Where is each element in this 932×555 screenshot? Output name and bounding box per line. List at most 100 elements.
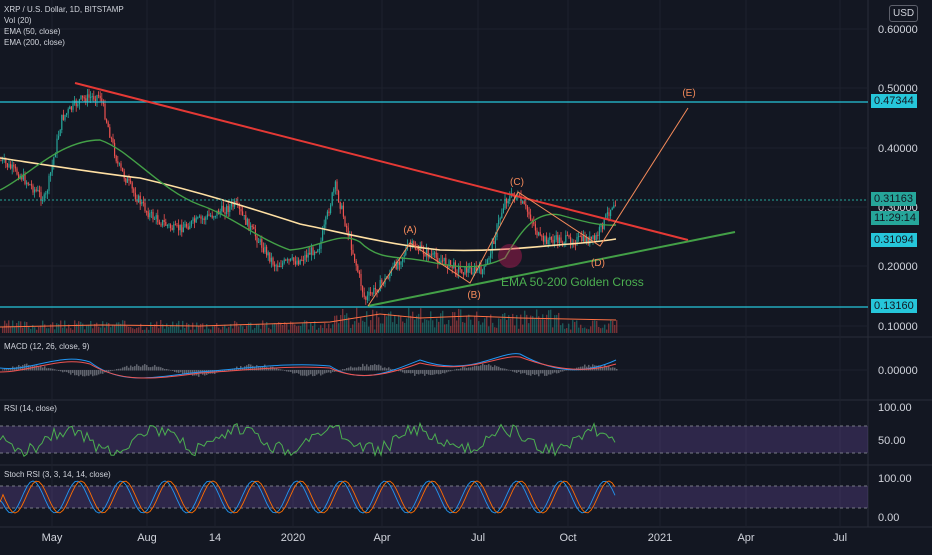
volume-bar xyxy=(106,322,108,333)
candle xyxy=(352,249,354,254)
macd-bar xyxy=(584,364,586,371)
candle xyxy=(149,213,151,218)
macd-bar xyxy=(164,368,166,371)
candle xyxy=(318,248,320,250)
volume-bar xyxy=(468,314,470,333)
macd-bar xyxy=(438,370,440,375)
volume-bar xyxy=(308,329,310,333)
candle xyxy=(582,235,584,242)
volume-bar xyxy=(238,326,240,333)
candle xyxy=(211,215,213,218)
candle xyxy=(197,217,199,219)
candle xyxy=(176,224,178,226)
volume-bar xyxy=(156,321,158,333)
macd-bar xyxy=(252,365,254,371)
volume-bar xyxy=(596,320,598,333)
macd-bar xyxy=(496,366,498,371)
volume-bar xyxy=(302,323,304,333)
candle xyxy=(46,190,48,194)
volume-bar xyxy=(276,323,278,333)
macd-bar xyxy=(54,369,56,371)
candle xyxy=(442,260,444,262)
volume-bar xyxy=(584,327,586,333)
volume-bar xyxy=(138,327,140,333)
macd-bar xyxy=(288,370,290,372)
countdown-tag: 11:29:14 xyxy=(871,211,920,225)
candle xyxy=(600,223,602,228)
volume-bar xyxy=(526,314,528,333)
candle xyxy=(256,236,258,243)
candle xyxy=(461,269,463,274)
volume-bar xyxy=(300,325,302,333)
volume-bar xyxy=(542,314,544,333)
candle xyxy=(525,204,527,207)
volume-bar xyxy=(488,326,490,333)
volume-bar xyxy=(330,328,332,333)
candle xyxy=(547,239,549,245)
volume-bar xyxy=(148,329,150,333)
candle xyxy=(514,195,516,199)
macd-bar xyxy=(102,370,104,374)
volume-bar xyxy=(140,323,142,333)
macd-bar xyxy=(436,370,438,374)
currency-button[interactable]: USD xyxy=(889,5,919,22)
volume-bar xyxy=(456,320,458,333)
volume-bar xyxy=(362,320,364,333)
macd-bar xyxy=(124,366,126,371)
candle xyxy=(558,237,560,243)
volume-bar xyxy=(124,320,126,333)
candle xyxy=(86,94,88,103)
candle xyxy=(302,260,304,262)
macd-bar xyxy=(158,366,160,371)
macd-bar xyxy=(518,370,520,373)
volume-bar xyxy=(224,324,226,333)
macd-bar xyxy=(524,370,526,374)
volume-bar xyxy=(522,324,524,333)
volume-bar xyxy=(150,322,152,333)
volume-bar xyxy=(372,309,374,333)
candle xyxy=(267,252,269,256)
candle xyxy=(270,257,272,262)
volume-bar xyxy=(78,321,80,333)
candle xyxy=(478,265,480,269)
volume-bar xyxy=(490,314,492,333)
candle xyxy=(378,291,380,293)
candle xyxy=(222,205,224,212)
volume-bar xyxy=(310,322,312,333)
candle xyxy=(507,201,509,204)
macd-bar xyxy=(328,370,330,373)
candle xyxy=(64,114,66,120)
volume-bar xyxy=(40,325,42,333)
volume-bar xyxy=(144,329,146,333)
volume-bar xyxy=(316,329,318,333)
macd-bar xyxy=(42,367,44,371)
volume-bar xyxy=(350,327,352,333)
candle xyxy=(117,161,119,164)
macd-bar xyxy=(268,367,270,371)
volume-bar xyxy=(550,309,552,333)
volume-bar xyxy=(278,322,280,333)
candle xyxy=(67,109,69,114)
macd-bar xyxy=(428,370,430,375)
candle xyxy=(562,242,564,244)
macd-bar xyxy=(162,368,164,371)
candle xyxy=(203,218,205,220)
macd-bar xyxy=(564,370,566,371)
volume-bar xyxy=(94,323,96,333)
volume-bar xyxy=(588,329,590,333)
macd-bar xyxy=(478,366,480,371)
candle xyxy=(374,287,376,290)
macd-bar xyxy=(316,370,318,375)
candle xyxy=(214,215,216,217)
macd-bar xyxy=(616,369,618,371)
candle xyxy=(251,225,253,227)
volume-bar xyxy=(172,321,174,333)
time-tick-label: Jul xyxy=(471,532,485,544)
macd-line xyxy=(0,353,617,379)
candle xyxy=(187,226,189,230)
volume-bar xyxy=(478,321,480,333)
candle xyxy=(160,224,162,226)
volume-bar xyxy=(388,312,390,333)
